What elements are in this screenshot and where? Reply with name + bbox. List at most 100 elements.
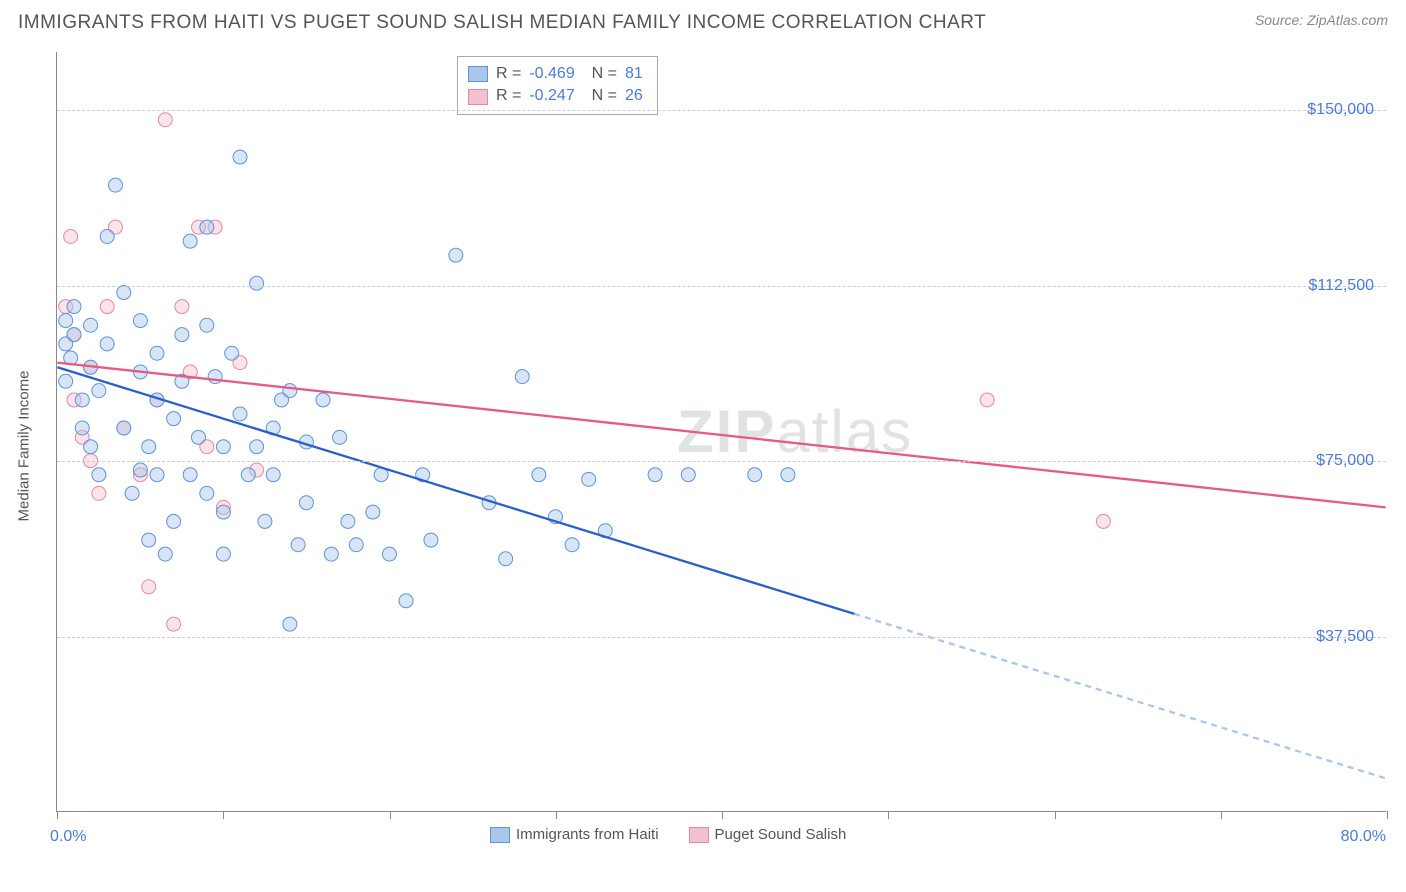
y-tick-label: $75,000 (1316, 452, 1374, 470)
data-point (117, 286, 131, 300)
x-tick (57, 811, 58, 819)
data-point (100, 337, 114, 351)
data-point (167, 514, 181, 528)
data-point (349, 538, 363, 552)
data-point (233, 407, 247, 421)
data-point (250, 440, 264, 454)
x-tick (1387, 811, 1388, 819)
data-point (1096, 514, 1110, 528)
data-point (216, 547, 230, 561)
data-point (258, 514, 272, 528)
data-point (216, 440, 230, 454)
data-point (449, 248, 463, 262)
data-point (142, 440, 156, 454)
data-point (233, 150, 247, 164)
gridline (57, 286, 1386, 287)
data-point (200, 486, 214, 500)
data-point (324, 547, 338, 561)
data-point (225, 346, 239, 360)
data-point (980, 393, 994, 407)
data-point (241, 468, 255, 482)
data-point (175, 300, 189, 314)
trend-line (57, 363, 1385, 508)
data-point (291, 538, 305, 552)
legend-label-series1: Immigrants from Haiti (516, 826, 659, 843)
data-point (299, 496, 313, 510)
gridline (57, 461, 1386, 462)
correlation-stats-box: R = -0.469 N = 81 R = -0.247 N = 26 (457, 56, 658, 115)
data-point (59, 314, 73, 328)
x-tick (888, 811, 889, 819)
stats-row-series2: R = -0.247 N = 26 (468, 85, 643, 107)
legend-label-series2: Puget Sound Salish (715, 826, 847, 843)
swatch-series1 (468, 66, 488, 82)
data-point (424, 533, 438, 547)
x-max-label: 80.0% (1341, 828, 1386, 846)
x-tick (722, 811, 723, 819)
data-point (75, 393, 89, 407)
data-point (158, 113, 172, 127)
x-tick (1221, 811, 1222, 819)
data-point (192, 430, 206, 444)
data-point (266, 468, 280, 482)
y-axis-label: Median Family Income (16, 371, 33, 522)
data-point (133, 314, 147, 328)
data-point (515, 370, 529, 384)
gridline (57, 110, 1386, 111)
x-tick (390, 811, 391, 819)
x-min-label: 0.0% (50, 828, 86, 846)
data-point (200, 220, 214, 234)
data-point (216, 505, 230, 519)
data-point (59, 374, 73, 388)
data-point (92, 384, 106, 398)
data-point (283, 617, 297, 631)
bottom-legend: Immigrants from Haiti Puget Sound Salish (490, 826, 846, 843)
data-point (333, 430, 347, 444)
data-point (681, 468, 695, 482)
source-attribution: Source: ZipAtlas.com (1255, 12, 1388, 28)
data-point (84, 318, 98, 332)
data-point (84, 440, 98, 454)
swatch-series2 (468, 89, 488, 105)
data-point (92, 486, 106, 500)
swatch-series1-legend (490, 827, 510, 843)
data-point (582, 472, 596, 486)
data-point (142, 533, 156, 547)
data-point (183, 468, 197, 482)
data-point (167, 412, 181, 426)
y-tick-label: $37,500 (1316, 628, 1374, 646)
data-point (150, 346, 164, 360)
data-point (64, 230, 78, 244)
data-point (532, 468, 546, 482)
data-point (100, 230, 114, 244)
data-point (142, 580, 156, 594)
data-point (175, 328, 189, 342)
data-point (150, 468, 164, 482)
data-point (316, 393, 330, 407)
data-point (183, 234, 197, 248)
x-tick (556, 811, 557, 819)
data-point (67, 300, 81, 314)
stats-row-series1: R = -0.469 N = 81 (468, 63, 643, 85)
data-point (133, 463, 147, 477)
data-point (117, 421, 131, 435)
y-tick-label: $150,000 (1307, 101, 1374, 119)
data-point (366, 505, 380, 519)
data-point (565, 538, 579, 552)
data-point (382, 547, 396, 561)
data-point (92, 468, 106, 482)
trend-line (57, 367, 854, 614)
y-tick-label: $112,500 (1308, 277, 1374, 295)
swatch-series2-legend (689, 827, 709, 843)
data-point (158, 547, 172, 561)
data-point (67, 328, 81, 342)
gridline (57, 637, 1386, 638)
chart-title: IMMIGRANTS FROM HAITI VS PUGET SOUND SAL… (18, 12, 986, 34)
chart-svg (57, 52, 1386, 811)
data-point (250, 276, 264, 290)
data-point (108, 178, 122, 192)
data-point (208, 370, 222, 384)
trend-line (854, 614, 1385, 778)
data-point (781, 468, 795, 482)
data-point (399, 594, 413, 608)
